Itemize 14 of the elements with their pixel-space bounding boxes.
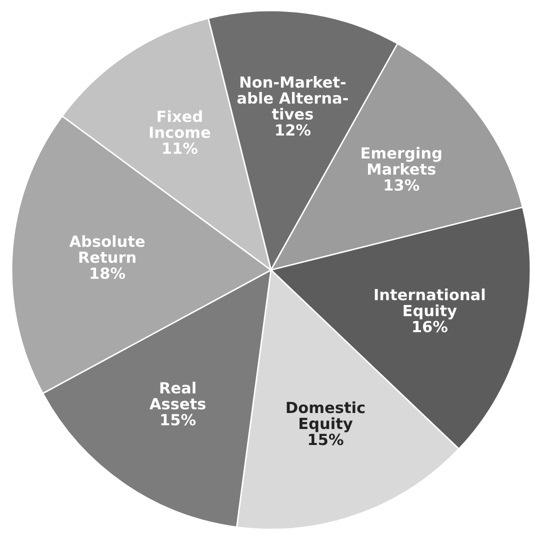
data-label: 16% bbox=[413, 320, 448, 332]
slice-label: Domestic Equity bbox=[286, 401, 365, 432]
slice-label: Absolute Return bbox=[69, 235, 145, 263]
data-label: 15% bbox=[308, 434, 344, 446]
slice-label: Emerging Markets bbox=[362, 146, 442, 175]
data-label: 15% bbox=[161, 414, 196, 426]
data-label: 11% bbox=[163, 142, 198, 154]
data-label: 18% bbox=[90, 267, 126, 279]
slice-label: International Equity bbox=[374, 288, 485, 320]
data-label: 13% bbox=[384, 179, 420, 191]
data-label: 12% bbox=[276, 124, 311, 136]
slice-label: Real Assets bbox=[150, 382, 206, 410]
slice-label: Fixed Income bbox=[150, 110, 210, 138]
slice-label: Non-Market- able Alterna- tives bbox=[237, 76, 348, 120]
